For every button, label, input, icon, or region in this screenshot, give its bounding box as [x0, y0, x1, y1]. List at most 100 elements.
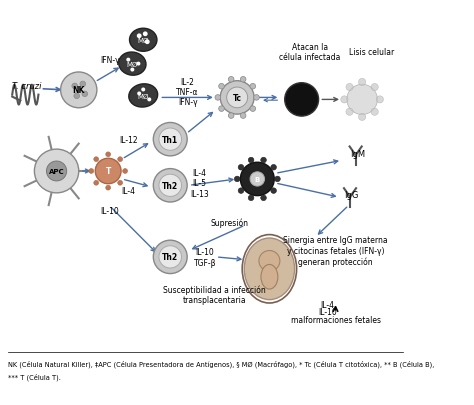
- Circle shape: [371, 109, 378, 116]
- Text: NK: NK: [73, 86, 85, 95]
- Text: T. cruzi: T. cruzi: [11, 82, 41, 91]
- Text: Th1: Th1: [162, 135, 178, 144]
- Circle shape: [159, 175, 182, 197]
- Text: IgG: IgG: [345, 191, 359, 200]
- Text: Lisis celular: Lisis celular: [349, 48, 394, 57]
- Text: MØ: MØ: [127, 62, 138, 68]
- Circle shape: [123, 169, 128, 174]
- Circle shape: [130, 68, 134, 72]
- Ellipse shape: [244, 239, 295, 300]
- Text: IL-4
IL-5
IL-13: IL-4 IL-5 IL-13: [190, 168, 209, 198]
- Circle shape: [106, 186, 110, 191]
- Circle shape: [46, 162, 67, 181]
- Circle shape: [371, 84, 378, 92]
- Circle shape: [250, 84, 255, 90]
- Text: MØ: MØ: [137, 93, 149, 99]
- Text: IL-4: IL-4: [121, 187, 135, 196]
- Text: IL-2
TNF-α
IFN-γ: IL-2 TNF-α IFN-γ: [176, 77, 199, 107]
- Circle shape: [137, 92, 141, 96]
- Circle shape: [61, 73, 97, 109]
- Circle shape: [271, 165, 276, 171]
- Text: IL-4: IL-4: [320, 301, 335, 309]
- Circle shape: [274, 177, 280, 182]
- Circle shape: [106, 153, 110, 157]
- Circle shape: [72, 84, 78, 90]
- Text: IL-10: IL-10: [100, 207, 119, 216]
- Circle shape: [141, 88, 145, 92]
- Circle shape: [145, 40, 150, 45]
- Text: Susceptibilidad a infección
transplacentaria: Susceptibilidad a infección transplacent…: [163, 285, 266, 305]
- Circle shape: [346, 109, 353, 116]
- Circle shape: [159, 246, 182, 269]
- Text: Th2: Th2: [162, 253, 178, 262]
- Circle shape: [95, 159, 121, 184]
- Circle shape: [143, 32, 148, 37]
- Circle shape: [80, 82, 86, 87]
- Circle shape: [341, 96, 348, 104]
- Circle shape: [347, 85, 377, 115]
- Text: NK (Célula Natural Killer), ‡APC (Célula Presentadora de Antígenos), § MØ (Macró: NK (Célula Natural Killer), ‡APC (Célula…: [8, 359, 435, 367]
- Text: APC: APC: [49, 168, 64, 175]
- Text: Sinergia entre IgG materna
y citocinas fetales (IFN-γ)
generan protección: Sinergia entre IgG materna y citocinas f…: [283, 236, 388, 266]
- Text: T: T: [106, 167, 111, 176]
- Circle shape: [358, 79, 366, 86]
- Text: Tc: Tc: [233, 94, 242, 102]
- Circle shape: [153, 169, 187, 202]
- Circle shape: [240, 77, 246, 83]
- Circle shape: [250, 107, 255, 112]
- Circle shape: [220, 81, 254, 115]
- Circle shape: [238, 188, 244, 194]
- Ellipse shape: [129, 85, 158, 108]
- Circle shape: [248, 196, 254, 201]
- Circle shape: [219, 84, 224, 90]
- Circle shape: [358, 114, 366, 121]
- Circle shape: [228, 77, 234, 83]
- Circle shape: [240, 163, 274, 196]
- Circle shape: [219, 107, 224, 112]
- Circle shape: [215, 96, 220, 101]
- Circle shape: [285, 83, 319, 117]
- Circle shape: [271, 188, 276, 194]
- Text: malformaciones fetales: malformaciones fetales: [291, 315, 381, 324]
- Circle shape: [254, 96, 259, 101]
- Circle shape: [118, 158, 123, 162]
- Circle shape: [35, 150, 79, 193]
- Circle shape: [82, 92, 88, 97]
- Circle shape: [137, 34, 142, 39]
- Circle shape: [89, 169, 94, 174]
- Text: IgM: IgM: [350, 149, 365, 159]
- Text: Supresión: Supresión: [210, 217, 248, 227]
- Circle shape: [153, 241, 187, 274]
- Text: IL-12: IL-12: [119, 135, 137, 144]
- Text: MØ: MØ: [137, 38, 149, 44]
- Ellipse shape: [118, 53, 146, 76]
- Circle shape: [228, 113, 234, 119]
- Text: Atacan la
célula infectada: Atacan la célula infectada: [279, 43, 340, 62]
- Circle shape: [94, 158, 99, 162]
- Circle shape: [234, 177, 240, 182]
- Text: *** T (Célula T).: *** T (Célula T).: [8, 373, 61, 380]
- Circle shape: [250, 173, 264, 187]
- Ellipse shape: [261, 265, 278, 290]
- Circle shape: [261, 196, 266, 201]
- Circle shape: [261, 158, 266, 163]
- Circle shape: [147, 98, 151, 102]
- Circle shape: [238, 165, 244, 171]
- Text: IL-10: IL-10: [318, 307, 337, 316]
- Text: Th2: Th2: [162, 181, 178, 190]
- Text: IFN-γ: IFN-γ: [100, 56, 120, 65]
- Circle shape: [126, 58, 130, 62]
- Circle shape: [137, 62, 140, 66]
- Circle shape: [376, 96, 383, 104]
- Circle shape: [153, 123, 187, 156]
- Text: IL-10
TGF-β: IL-10 TGF-β: [194, 247, 216, 267]
- Circle shape: [74, 94, 80, 99]
- Circle shape: [259, 251, 280, 271]
- Circle shape: [159, 129, 182, 151]
- Text: B: B: [255, 177, 260, 183]
- Circle shape: [118, 181, 123, 186]
- Circle shape: [240, 113, 246, 119]
- Circle shape: [94, 181, 99, 186]
- Circle shape: [227, 88, 247, 109]
- Ellipse shape: [129, 29, 157, 52]
